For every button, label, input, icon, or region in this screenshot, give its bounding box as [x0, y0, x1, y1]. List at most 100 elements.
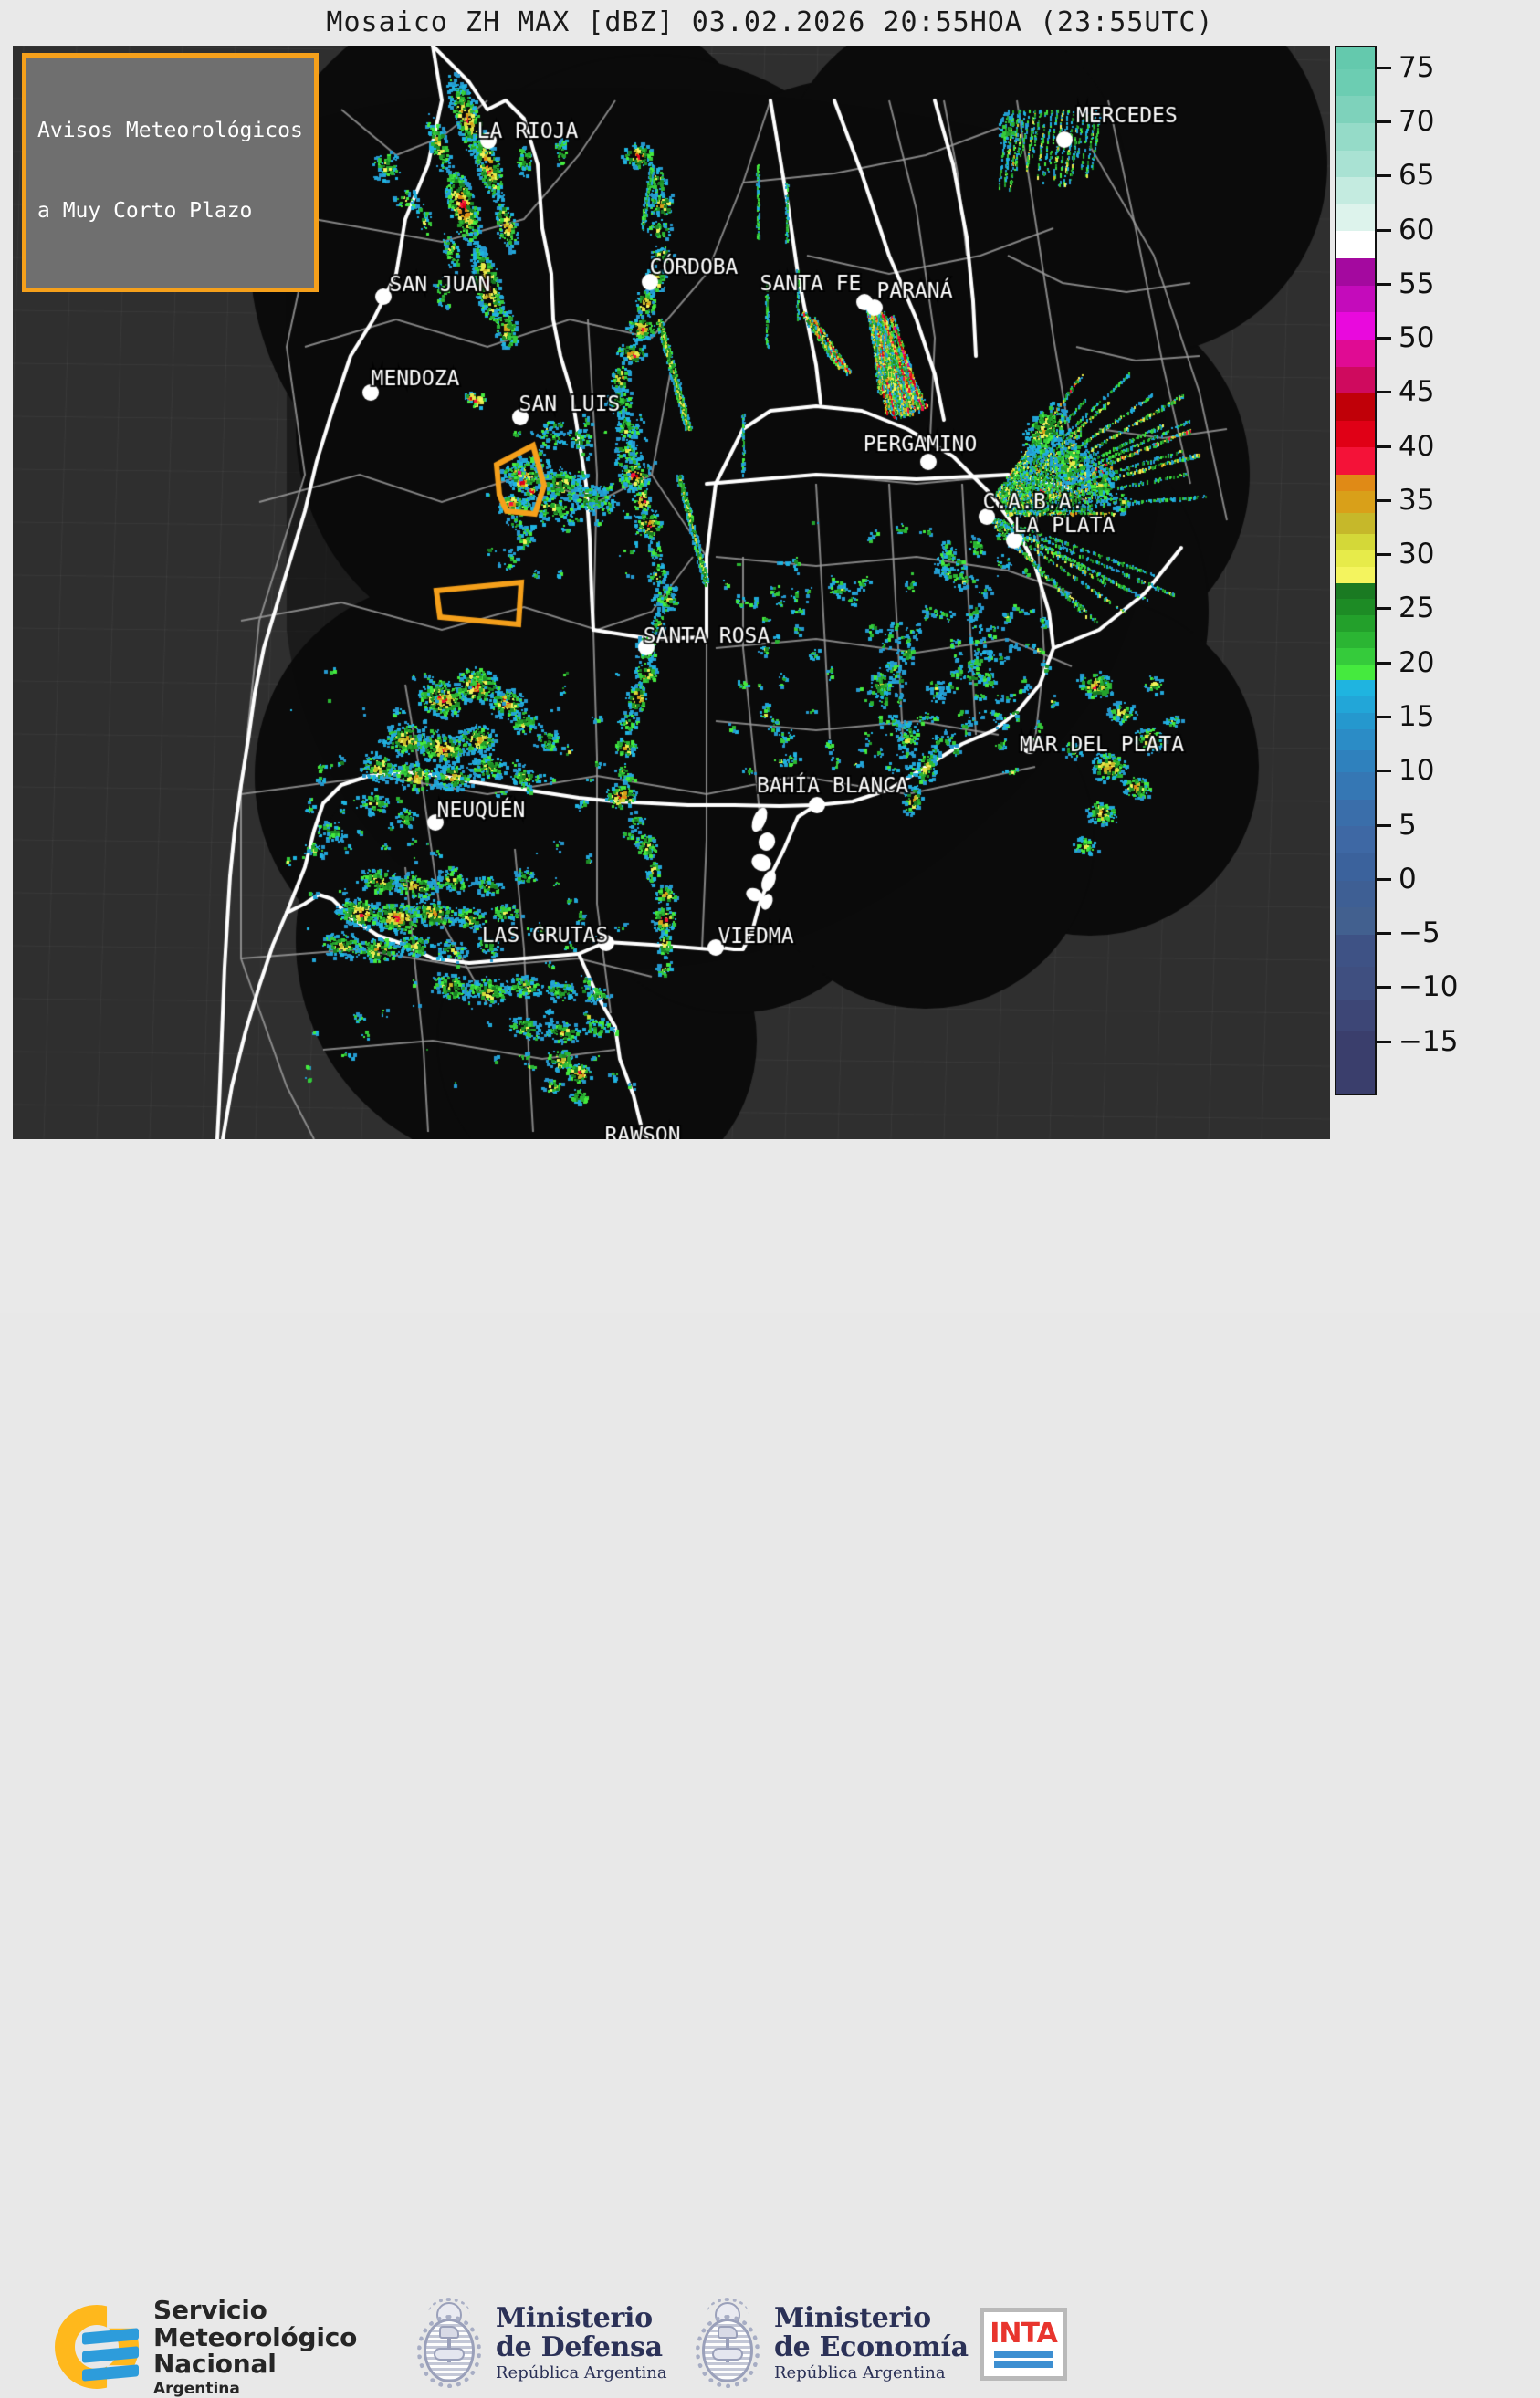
colorbar-band-16	[1336, 475, 1375, 491]
colorbar-label-6: 45	[1399, 375, 1435, 409]
colorbar-label-3: 60	[1399, 213, 1435, 246]
colorbar-tick-3	[1377, 228, 1391, 232]
colorbar-tick-10	[1377, 607, 1391, 611]
colorbar-label-14: 5	[1399, 808, 1417, 842]
inta-bar-icon-1	[994, 2351, 1053, 2358]
colorbar-label-11: 20	[1399, 645, 1435, 679]
colorbar-band-9	[1336, 285, 1375, 313]
argentina-coat-of-arms-icon	[415, 2298, 483, 2388]
colorbar-band-1	[1336, 68, 1375, 97]
colorbar-band-29	[1336, 696, 1375, 713]
colorbar-tick-17	[1377, 986, 1391, 990]
colorbar-band-7	[1336, 231, 1375, 259]
economia-line-1: Ministerio	[774, 2302, 931, 2335]
colorbar-band-30	[1336, 712, 1375, 729]
colorbar-band-15	[1336, 447, 1375, 476]
colorbar-band-5	[1336, 177, 1375, 204]
colorbar-band-18	[1336, 512, 1375, 535]
colorbar-tick-5	[1377, 337, 1391, 340]
colorbar-band-8	[1336, 258, 1375, 286]
colorbar-band-0	[1336, 47, 1375, 69]
colorbar-band-27	[1336, 664, 1375, 681]
colorbar-band-13	[1336, 393, 1375, 421]
colorbar-label-4: 55	[1399, 267, 1435, 300]
colorbar-tick-18	[1377, 1040, 1391, 1043]
colorbar-tick-14	[1377, 823, 1391, 827]
colorbar-band-31	[1336, 728, 1375, 751]
warning-line-1: Avisos Meteorológicos	[37, 118, 303, 142]
colorbar-band-17	[1336, 490, 1375, 513]
defensa-logo-text: Ministerio de Defensa República Argentin…	[496, 2304, 667, 2382]
defensa-line-1: Ministerio	[496, 2302, 653, 2335]
colorbar-label-12: 15	[1399, 700, 1435, 734]
smn-line-1: Servicio	[153, 2295, 267, 2325]
colorbar-band-10	[1336, 312, 1375, 340]
colorbar-label-8: 35	[1399, 483, 1435, 517]
colorbar-band-39	[1336, 934, 1375, 968]
colorbar-band-14	[1336, 420, 1375, 448]
colorbar-band-4	[1336, 150, 1375, 178]
colorbar-tick-12	[1377, 716, 1391, 719]
smn-line-2: Meteorológico	[153, 2321, 358, 2352]
colorbar-band-23	[1336, 599, 1375, 616]
colorbar-band-36	[1336, 853, 1375, 881]
smn-line-3: Nacional	[153, 2349, 277, 2380]
colorbar-tick-9	[1377, 553, 1391, 557]
colorbar-label-10: 25	[1399, 592, 1435, 625]
colorbar-band-42	[1336, 1031, 1375, 1094]
radar-mosaic-page: Mosaico ZH MAX [dBZ] 03.02.2026 20:55HOA…	[13, 5, 1459, 2398]
colorbar-label-0: 75	[1399, 50, 1435, 84]
colorbar-label-16: −5	[1399, 916, 1440, 950]
dbz-colorbar: 75 70 65 60 55 50 45 40 35 30 25 20 15 10 5 0 −5 −10 −15	[1335, 46, 1458, 1095]
inta-wordmark: INTA	[990, 2318, 1058, 2350]
colorbar-tick-0	[1377, 66, 1391, 69]
colorbar-band-3	[1336, 122, 1375, 151]
economia-line-2: de Economía	[774, 2330, 969, 2363]
logo-inta: INTA	[980, 2308, 1067, 2381]
colorbar-band-34	[1336, 799, 1375, 827]
colorbar-tick-7	[1377, 445, 1391, 448]
colorbar-band-19	[1336, 534, 1375, 551]
colorbar-gradient	[1335, 46, 1377, 1095]
inta-bar-icon-2	[994, 2361, 1053, 2368]
colorbar-tick-1	[1377, 120, 1391, 123]
warning-line-2: a Muy Corto Plazo	[37, 199, 253, 224]
colorbar-band-21	[1336, 566, 1375, 583]
colorbar-label-15: 0	[1399, 862, 1417, 895]
colorbar-band-24	[1336, 615, 1375, 632]
colorbar-tick-axis: 75 70 65 60 55 50 45 40 35 30 25 20 15 10 5 0 −5 −10 −15	[1377, 46, 1540, 1095]
colorbar-label-17: −10	[1399, 970, 1459, 1004]
colorbar-band-33	[1336, 772, 1375, 800]
smn-subtitle: Argentina	[153, 2380, 240, 2398]
colorbar-tick-11	[1377, 661, 1391, 665]
colorbar-band-6	[1336, 204, 1375, 232]
colorbar-band-25	[1336, 631, 1375, 648]
colorbar-tick-15	[1377, 877, 1391, 881]
colorbar-band-40	[1336, 967, 1375, 1000]
argentina-coat-of-arms-icon	[694, 2298, 761, 2388]
economia-subtitle: República Argentina	[774, 2362, 946, 2382]
colorbar-tick-6	[1377, 391, 1391, 394]
colorbar-label-13: 10	[1399, 754, 1435, 788]
colorbar-band-26	[1336, 647, 1375, 665]
colorbar-band-35	[1336, 826, 1375, 853]
colorbar-tick-8	[1377, 498, 1391, 502]
smn-logo-icon	[55, 2305, 139, 2390]
defensa-line-2: de Defensa	[496, 2330, 663, 2363]
colorbar-label-2: 65	[1399, 159, 1435, 193]
colorbar-band-2	[1336, 96, 1375, 123]
colorbar-tick-4	[1377, 282, 1391, 286]
colorbar-band-20	[1336, 550, 1375, 567]
economia-logo-text: Ministerio de Economía República Argenti…	[774, 2304, 969, 2382]
defensa-subtitle: República Argentina	[496, 2362, 667, 2382]
colorbar-label-9: 30	[1399, 538, 1435, 571]
colorbar-band-41	[1336, 999, 1375, 1032]
colorbar-label-1: 70	[1399, 104, 1435, 138]
colorbar-label-7: 40	[1399, 429, 1435, 463]
colorbar-tick-13	[1377, 770, 1391, 773]
page-title: Mosaico ZH MAX [dBZ] 03.02.2026 20:55HOA…	[326, 5, 1214, 38]
colorbar-band-11	[1336, 339, 1375, 367]
nowcast-warning-legend: Avisos Meteorológicos a Muy Corto Plazo	[22, 53, 319, 292]
logo-ministerio-de-economia: Ministerio de Economía República Argenti…	[694, 2298, 969, 2388]
colorbar-label-5: 50	[1399, 321, 1435, 355]
